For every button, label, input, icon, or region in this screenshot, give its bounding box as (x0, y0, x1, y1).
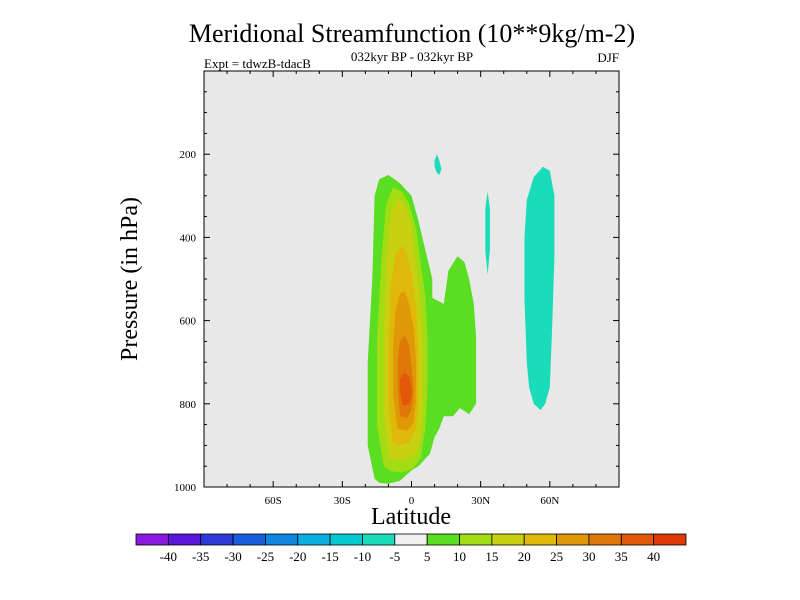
colorbar-swatch (232, 533, 266, 546)
x-tick-label: 60S (265, 495, 282, 507)
colorbar-label: 30 (582, 549, 595, 564)
colorbar-label: 25 (550, 549, 563, 564)
colorbar-label: -35 (192, 549, 209, 564)
colorbar-swatch (265, 533, 299, 546)
colorbar-label: 5 (424, 549, 431, 564)
colorbar-label: 40 (647, 549, 660, 564)
colorbar-label: -20 (289, 549, 306, 564)
colorbar-swatch (394, 533, 428, 546)
colorbar-label: -25 (257, 549, 274, 564)
colorbar-swatch (620, 533, 655, 546)
colorbar-swatch (653, 533, 687, 546)
y-axis-label: Pressure (in hPa) (117, 197, 143, 361)
positive-cell-contour-35 (400, 372, 412, 406)
contour-regions (367, 154, 555, 484)
colorbar-label: 10 (453, 549, 466, 564)
x-tick-label: 60N (540, 495, 559, 507)
chart-title: Meridional Streamfunction (10**9kg/m-2) (189, 19, 635, 48)
negative-patch-upper (434, 154, 442, 175)
colorbar-label: -5 (389, 549, 400, 564)
y-tick-label: 800 (180, 399, 197, 411)
x-tick-label: 30S (334, 495, 351, 507)
y-tick-label: 400 (180, 232, 197, 244)
x-tick-label: 30N (471, 495, 490, 507)
axis-ticks: 60S 30S 0 30N 60N 200 400 600 800 1000 (174, 70, 620, 507)
colorbar-label: -10 (354, 549, 371, 564)
colorbar-label: 15 (485, 549, 498, 564)
colorbar-swatch (200, 533, 234, 546)
colorbar-swatch (491, 533, 525, 546)
colorbar-label: -30 (224, 549, 241, 564)
colorbar-label: 35 (615, 549, 628, 564)
colorbar-label: -40 (160, 549, 177, 564)
colorbar-swatch (556, 533, 590, 546)
expt-note: Expt = tdwzB-tdacB (204, 56, 311, 71)
colorbar: -40 -35 -30 -25 -20 -15 -10 -5 5 10 15 20 25 30 35 40 (135, 533, 687, 564)
negative-patch-thin (485, 191, 490, 275)
y-tick-label: 200 (180, 149, 197, 161)
colorbar-swatch (362, 533, 396, 546)
y-tick-label: 600 (180, 316, 197, 328)
colorbar-swatch (167, 533, 202, 546)
colorbar-swatch (523, 533, 557, 546)
colorbar-swatch (297, 533, 331, 546)
x-tick-label: 0 (409, 495, 415, 507)
season-note: DJF (597, 50, 619, 65)
colorbar-swatch (426, 533, 460, 546)
colorbar-swatch (329, 533, 363, 546)
chart-subtitle: 032kyr BP - 032kyr BP (351, 49, 473, 64)
colorbar-label: -15 (321, 549, 338, 564)
negative-cell-north (524, 166, 555, 410)
x-axis-label: Latitude (371, 504, 451, 530)
colorbar-label: 20 (518, 549, 531, 564)
colorbar-swatch (588, 533, 622, 546)
y-tick-label: 1000 (174, 482, 197, 494)
colorbar-swatch (459, 533, 493, 546)
colorbar-swatch (135, 533, 169, 546)
